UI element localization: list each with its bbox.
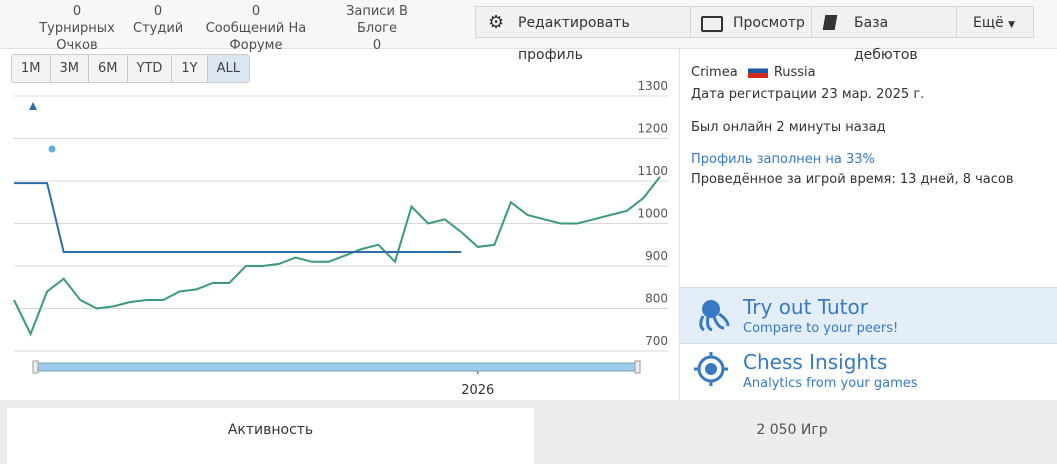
tutor-promo[interactable]: Try out Tutor Compare to your peers! [680,287,1057,344]
range-button[interactable]: 1Y [172,55,208,82]
marker [48,145,56,153]
insights-icon [694,352,728,386]
location-text: Crimea [691,65,738,80]
y-tick-label: 900 [645,249,668,263]
tab[interactable]: 2 050 Игр [756,422,828,438]
location: Crimea Russia [691,64,816,80]
registered: Дата регистрации 23 мар. 2025 г. [691,87,925,102]
y-tick-label: 800 [645,292,668,306]
button-label: Редактировать профиль [518,15,630,63]
promo-title: Chess Insights [743,350,888,374]
rating-chart: 2026 1300 1200 1100 1000 900 800 700 [13,79,668,398]
y-tick-label: 1300 [637,79,668,93]
more-button[interactable]: Ещё ▼ [956,6,1034,38]
x-tick-label: 2026 [461,383,494,398]
rating-line [14,182,462,253]
tab-active[interactable]: Активность [7,408,534,464]
octopus-icon [699,300,730,332]
y-tick-label: 700 [645,334,668,348]
range-button[interactable]: YTD [128,55,173,82]
range-button[interactable]: 3M [51,55,89,82]
button-label: База дебютов [854,15,918,63]
country: Russia [773,65,816,80]
promo-subtitle: Analytics from your games [743,376,918,391]
stat-label: Турнирных Очков [39,21,115,53]
button-label: Просмотр [733,15,805,31]
promo-title: Try out Tutor [743,295,868,319]
profile-completion-link[interactable]: Профиль заполнен на 33% [691,152,875,167]
promo-subtitle: Compare to your peers! [743,321,899,336]
range-button[interactable]: ALL [207,55,250,82]
range-button[interactable]: 6M [89,55,128,82]
navigator-handle [32,360,39,374]
stat-value: 0 [72,4,82,19]
y-tick-label: 1100 [637,164,668,178]
edit-profile-button[interactable]: ⚙ Редактировать профиль [475,6,691,63]
watch-button[interactable]: Просмотр [690,6,812,38]
stat-label: Сообщений На Форуме [205,21,307,53]
insights-promo[interactable]: Chess Insights Analytics from your games [680,343,1057,399]
range-button[interactable]: 1M [12,55,51,82]
y-tick-label: 1200 [637,122,668,136]
divider [679,48,680,400]
stat-value: 0 [153,4,163,19]
playtime: Проведённое за игрой время: 13 дней, 8 ч… [691,172,1014,187]
navigator [35,362,639,372]
range-selector: 1M 3M 6M YTD 1Y ALL [11,54,251,83]
stat-label: Студий [133,21,184,36]
marker [29,102,37,110]
stat-value: 0 [372,38,382,53]
navigator-handle [634,360,641,374]
stat-label: Записи В Блоге [346,4,408,36]
y-tick-label: 1000 [637,207,668,221]
stat-value: 0 [251,4,261,19]
stat: 0 Сообщений На Форуме [186,3,326,54]
last-seen: Был онлайн 2 минуты назад [691,120,886,135]
stat: 0 Студий [133,3,183,37]
stat: 0 Турнирных Очков [22,3,132,54]
stat: Записи В Блоге 0 [327,3,427,54]
button-label: Ещё [973,15,1004,31]
rating-line [13,176,661,337]
openings-button[interactable]: База дебютов [811,6,957,63]
